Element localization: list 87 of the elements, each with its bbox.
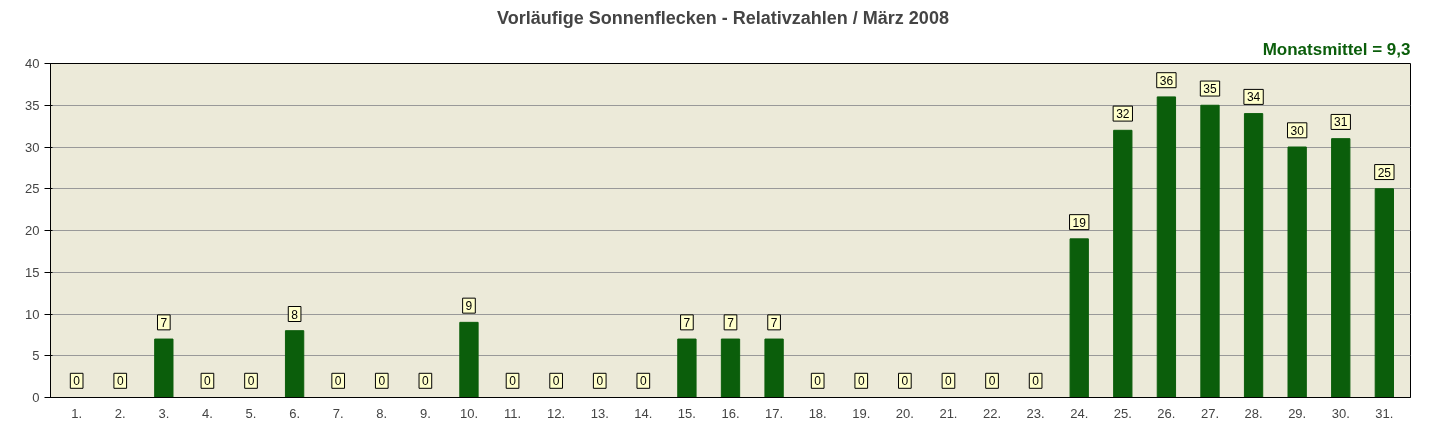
- y-tick-label: 30: [25, 139, 40, 155]
- data-label: 25: [1377, 165, 1392, 180]
- data-label: 0: [422, 374, 430, 389]
- data-label: 0: [901, 374, 909, 389]
- text: Monatsmittel = 9,3: [1262, 39, 1411, 59]
- data-label: 31: [1334, 115, 1348, 130]
- bar: [459, 321, 479, 398]
- chart-title: Vorläufige Sonnenflecken - Relativzahlen / März 2008: [497, 7, 949, 28]
- data-label: 30: [1290, 123, 1305, 138]
- bar: [1287, 146, 1307, 398]
- x-tick-label: 12.: [547, 405, 566, 421]
- x-tick-label: 4.: [202, 405, 213, 421]
- x-tick-label: 27.: [1200, 405, 1220, 421]
- x-tick-label: 8.: [376, 405, 388, 421]
- x-tick-label: 18.: [808, 405, 827, 421]
- y-tick-label: 40: [25, 56, 40, 71]
- bar: [1200, 104, 1220, 398]
- x-tick-label: 21.: [939, 405, 958, 421]
- x-tick-label: 23.: [1026, 405, 1045, 421]
- bar: [284, 330, 305, 398]
- x-tick-label: 25.: [1113, 405, 1132, 421]
- x-tick-label: 13.: [590, 405, 609, 421]
- x-tick-label: 24.: [1070, 405, 1089, 421]
- x-tick-label: 30.: [1331, 405, 1350, 421]
- data-label: 0: [552, 374, 560, 389]
- x-tick-label: 5.: [245, 405, 257, 421]
- data-label: 7: [727, 315, 735, 330]
- x-tick-label: 28.: [1244, 405, 1263, 421]
- data-label: 9: [465, 299, 473, 314]
- x-tick-label: 29.: [1288, 405, 1307, 421]
- x-tick-label: 16.: [721, 405, 740, 421]
- data-label: 7: [770, 315, 778, 330]
- x-tick-label: 31.: [1375, 405, 1394, 421]
- data-label: 0: [857, 374, 865, 389]
- y-tick-label: 5: [32, 348, 40, 364]
- x-tick-label: 7.: [332, 405, 344, 421]
- y-tick-label: 10: [25, 306, 40, 322]
- data-label: 34: [1246, 90, 1261, 105]
- x-tick-label: 1.: [71, 405, 83, 421]
- data-label: 19: [1072, 215, 1087, 230]
- bar: [1069, 238, 1089, 398]
- bar: [1374, 188, 1394, 398]
- bar: [1243, 113, 1264, 398]
- data-label: 0: [73, 374, 81, 389]
- data-label: 0: [814, 374, 822, 389]
- data-label: 0: [204, 374, 212, 389]
- data-label: 0: [334, 374, 342, 389]
- y-tick-label: 35: [25, 97, 40, 113]
- x-tick-label: 17.: [765, 405, 784, 421]
- data-label: 0: [945, 374, 953, 389]
- data-label: 7: [683, 315, 691, 330]
- data-label: 0: [116, 374, 124, 389]
- x-tick-label: 2.: [114, 405, 126, 421]
- bar: [154, 338, 174, 398]
- bar: [764, 338, 784, 398]
- x-tick-label: 20.: [895, 405, 914, 421]
- y-tick-label: 20: [25, 223, 40, 238]
- bar: [1113, 129, 1133, 398]
- x-tick-label: 14.: [634, 405, 653, 421]
- x-tick-label: 6.: [289, 405, 301, 421]
- x-tick-label: 10.: [459, 405, 478, 421]
- bar: [677, 338, 697, 398]
- data-label: 32: [1116, 107, 1130, 122]
- x-tick-label: 11.: [504, 405, 522, 421]
- data-label: 0: [596, 374, 604, 389]
- data-label: 0: [1032, 374, 1040, 389]
- data-label: 36: [1159, 73, 1174, 88]
- x-tick-label: 19.: [852, 405, 871, 421]
- x-tick-label: 22.: [983, 405, 1002, 421]
- x-tick-label: 9.: [419, 405, 431, 421]
- data-label: 0: [509, 374, 517, 389]
- y-tick-label: 25: [25, 181, 40, 197]
- x-tick-label: 15.: [677, 405, 696, 421]
- data-label: 0: [247, 374, 255, 389]
- data-label: 0: [988, 374, 996, 389]
- x-tick-label: 3.: [158, 405, 170, 421]
- x-tick-label: 26.: [1157, 405, 1176, 421]
- y-tick-label: 0: [32, 390, 40, 405]
- bar: [1156, 96, 1177, 398]
- y-tick-label: 15: [25, 264, 40, 280]
- data-label: 7: [160, 315, 168, 330]
- data-label: 8: [291, 307, 299, 322]
- data-label: 0: [378, 374, 386, 389]
- bar: [720, 338, 741, 398]
- data-label: 0: [639, 374, 647, 389]
- data-label: 35: [1203, 82, 1217, 97]
- bar: [1331, 138, 1351, 398]
